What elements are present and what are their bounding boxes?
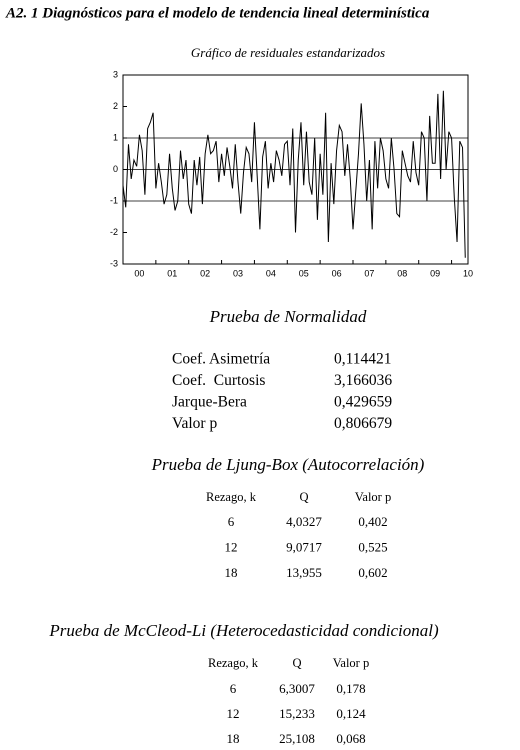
table-cell: 0,178	[336, 681, 365, 696]
x-tick-label: 09	[430, 268, 440, 278]
table-cell: 13,955	[286, 565, 322, 580]
x-tick-label: 05	[299, 268, 309, 278]
y-tick-label: -1	[110, 195, 118, 205]
stat-label: Valor p	[172, 415, 217, 432]
table-cell: 18	[225, 565, 238, 580]
stat-label: Coef. Curtosis	[172, 372, 265, 389]
y-tick-label: 3	[113, 69, 118, 79]
table-cell: 0,525	[358, 539, 387, 554]
x-tick-label: 07	[364, 268, 374, 278]
page-title: A2. 1 Diagnósticos para el modelo de ten…	[5, 5, 430, 21]
stat-value: 0,806679	[334, 415, 392, 432]
section-title: Prueba de Ljung-Box (Autocorrelación)	[151, 455, 425, 474]
stat-value: 3,166036	[334, 372, 392, 389]
table-cell: 6,3007	[279, 681, 315, 696]
y-tick-label: -2	[110, 227, 118, 237]
y-tick-label: -3	[110, 258, 118, 268]
column-header: Q	[299, 490, 308, 504]
x-tick-label: 00	[134, 268, 144, 278]
stat-value: 0,114421	[334, 351, 392, 368]
column-header: Valor p	[333, 656, 369, 670]
x-tick-label: 01	[167, 268, 177, 278]
section-title: Prueba de Normalidad	[209, 307, 367, 326]
table-cell: 12	[227, 706, 240, 721]
table-cell: 0,602	[358, 565, 387, 580]
y-tick-label: 0	[113, 164, 118, 174]
x-tick-label: 03	[233, 268, 243, 278]
x-tick-label: 06	[332, 268, 342, 278]
table-cell: 6	[230, 681, 237, 696]
stat-label: Coef. Asimetría	[172, 351, 270, 368]
series-line	[122, 90, 466, 258]
x-tick-label: 10	[463, 268, 473, 278]
x-tick-label: 04	[266, 268, 276, 278]
table-cell: 6	[228, 514, 235, 529]
y-tick-label: 2	[113, 101, 118, 111]
column-header: Rezago, k	[208, 656, 259, 670]
table-cell: 25,108	[279, 731, 315, 746]
chart-title: Gráfico de residuales estandarizados	[191, 45, 385, 60]
column-header: Rezago, k	[206, 490, 257, 504]
table-cell: 0,124	[336, 706, 366, 721]
table-cell: 9,0717	[286, 539, 322, 554]
stat-label: Jarque-Bera	[172, 394, 247, 411]
y-tick-label: 1	[113, 132, 118, 142]
table-cell: 4,0327	[286, 514, 322, 529]
section-title: Prueba de McCleod-Li (Heterocedasticidad…	[48, 621, 439, 640]
column-header: Valor p	[355, 490, 391, 504]
table-cell: 18	[227, 731, 240, 746]
table-cell: 12	[225, 539, 238, 554]
stat-value: 0,429659	[334, 394, 392, 411]
table-cell: 0,068	[336, 731, 365, 746]
column-header: Q	[292, 656, 301, 670]
table-cell: 15,233	[279, 706, 315, 721]
table-cell: 0,402	[358, 514, 387, 529]
x-tick-label: 08	[397, 268, 407, 278]
x-tick-label: 02	[200, 268, 210, 278]
